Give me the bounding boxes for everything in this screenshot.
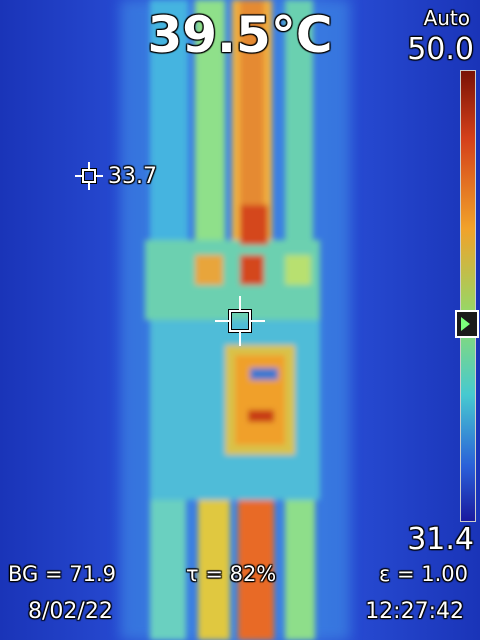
date-label: 8/02/22 — [28, 599, 113, 624]
transmission-param: τ = 82% — [186, 562, 277, 586]
scale-min-value: 31.4 — [407, 522, 474, 557]
center-temperature: 39.5°C — [147, 6, 333, 64]
emissivity-param: ε = 1.00 — [378, 562, 468, 586]
center-crosshair — [215, 296, 265, 346]
time-label: 12:27:42 — [365, 599, 464, 624]
scale-pointer-icon — [455, 310, 479, 338]
color-scale-bar — [460, 70, 476, 522]
spot-temperature: 33.7 — [108, 164, 157, 189]
spot-marker — [75, 162, 103, 190]
scale-max-value: 50.0 — [407, 32, 474, 67]
background-temp-param: BG = 71.9 — [8, 562, 117, 586]
range-mode-label[interactable]: Auto — [423, 6, 470, 30]
